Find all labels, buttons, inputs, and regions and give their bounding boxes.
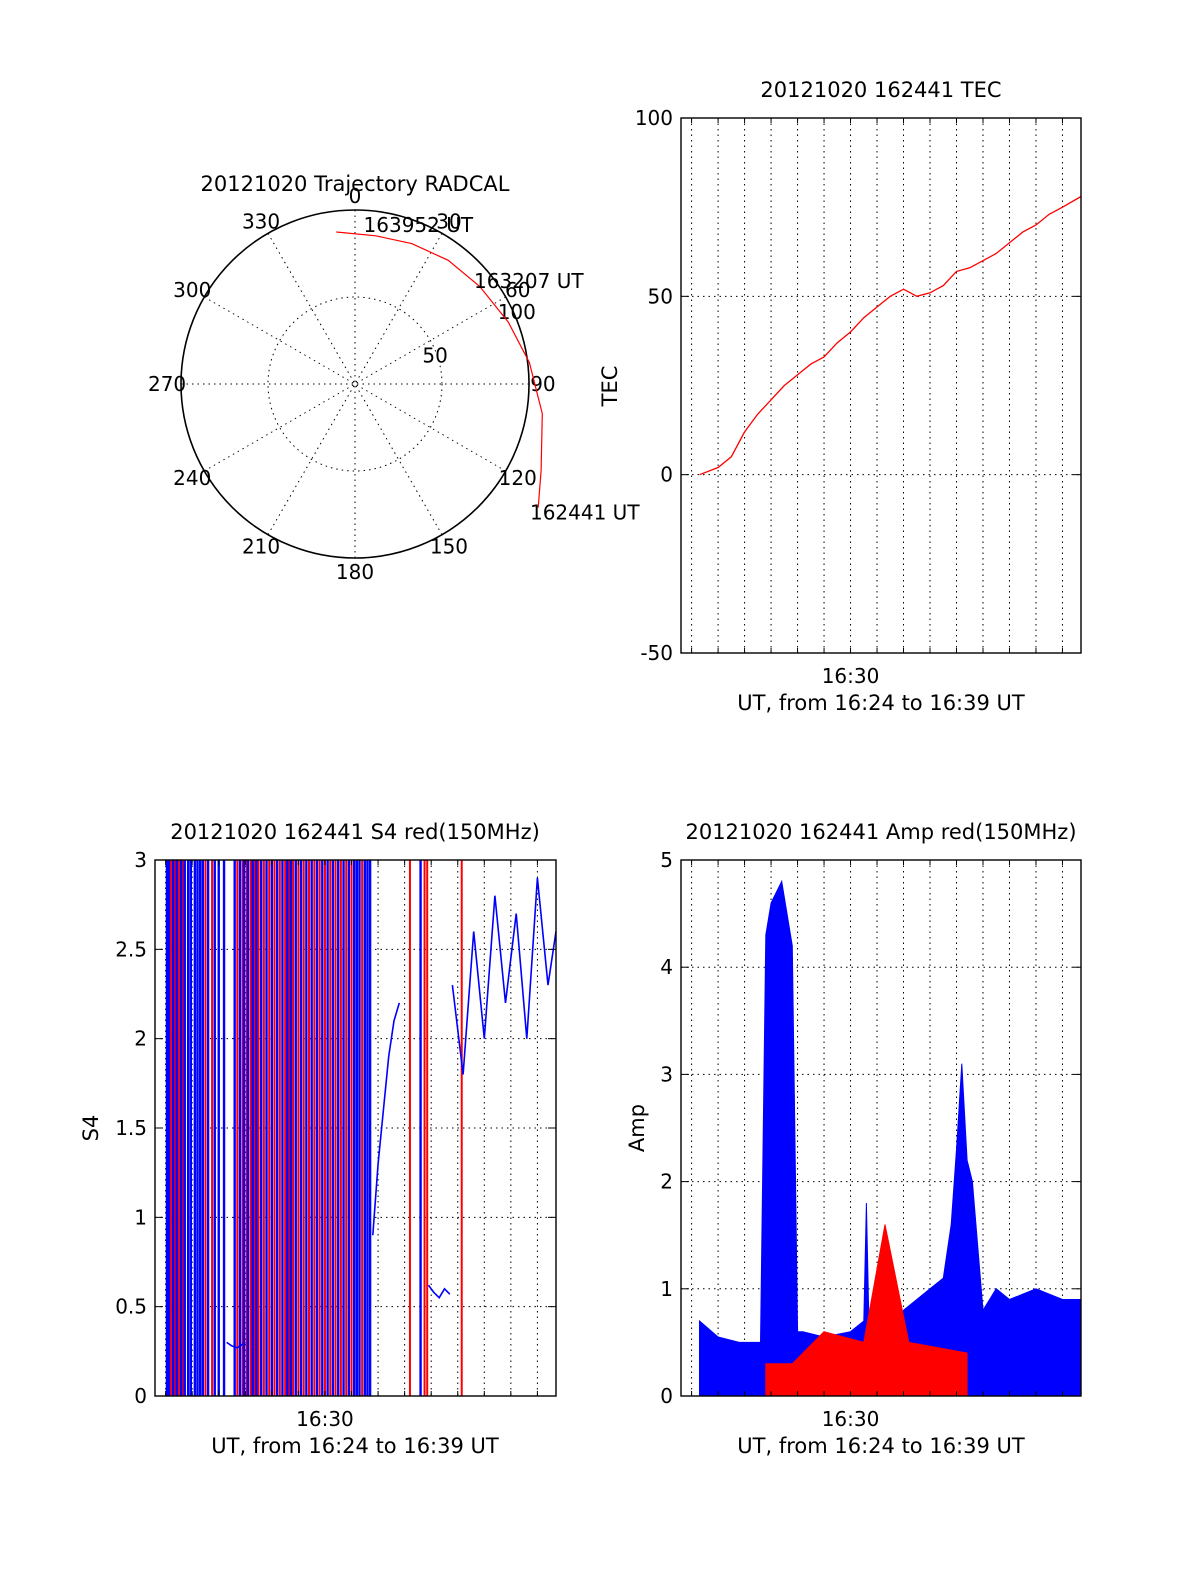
s4-panel: 20121020 162441 S4 red(150MHz) 0 0.5 1 1.5 2… [79, 820, 557, 1458]
tec-title: 20121020 162441 TEC [760, 78, 1001, 102]
polar-angle-label: 180 [336, 560, 374, 584]
amp-xlabel: UT, from 16:24 to 16:39 UT [737, 1434, 1025, 1458]
amp-ticks: 0 1 2 3 4 5 16:30 [660, 848, 1081, 1431]
tec-panel: 20121020 162441 TEC -50 0 50 100 16:30 UT, f… [598, 78, 1082, 715]
polar-angle-label: 210 [242, 535, 280, 559]
polar-angle-label: 60 [505, 278, 530, 302]
s4-series-line [372, 1002, 401, 1236]
amp-panel: 20121020 162441 Amp red(150MHz) 0 1 2 3 4 5 16… [625, 820, 1082, 1458]
s4-ytick-label: 2.5 [115, 937, 147, 961]
polar-time-label: 163952 UT [364, 213, 474, 237]
polar-angle-label: 30 [436, 209, 461, 233]
tec-ticks: -50 0 50 100 16:30 [635, 106, 1081, 688]
amp-ytick-label: 4 [660, 955, 673, 979]
polar-title: 20121020 Trajectory RADCAL [201, 172, 510, 196]
s4-series-line [427, 1284, 451, 1299]
polar-angle-label: 330 [242, 209, 280, 233]
amp-ylabel: Amp [625, 1104, 649, 1152]
polar-angle-label: 270 [148, 372, 186, 396]
tec-ytick-label: 0 [660, 463, 673, 487]
amp-ytick-label: 0 [660, 1384, 673, 1408]
s4-ytick-label: 0.5 [115, 1295, 147, 1319]
polar-angle-label: 300 [173, 278, 211, 302]
tec-ytick-label: -50 [640, 641, 673, 665]
amp-plot-frame [680, 859, 1082, 1397]
tec-ylabel: TEC [598, 366, 622, 408]
polar-grid-spoke [204, 296, 506, 472]
s4-series-line [226, 1341, 246, 1349]
polar-outer-circle [180, 209, 530, 559]
polar-angle-label: 90 [530, 372, 555, 396]
s4-xtick-label: 16:30 [296, 1407, 354, 1431]
tec-xlabel: UT, from 16:24 to 16:39 UT [737, 691, 1025, 715]
s4-ytick-label: 1 [134, 1205, 147, 1229]
polar-angle-label: 150 [430, 535, 468, 559]
tec-ytick-label: 100 [635, 106, 673, 130]
amp-xtick-label: 16:30 [822, 1407, 880, 1431]
s4-ticks: 0 0.5 1 1.5 2 2.5 3 16:30 [115, 848, 556, 1431]
s4-series-line [451, 877, 557, 1075]
polar-angle-label: 120 [499, 466, 537, 490]
s4-ytick-label: 1.5 [115, 1116, 147, 1140]
s4-ytick-label: 2 [134, 1027, 147, 1051]
polar-panel: 20121020 Trajectory RADCAL 0 30 60 90 120 150… [148, 172, 640, 584]
polar-time-label: 162441 UT [530, 500, 640, 524]
tec-grid [681, 117, 1081, 654]
polar-grid-spoke [267, 233, 443, 535]
tec-data [699, 195, 1082, 476]
amp-title: 20121020 162441 Amp red(150MHz) [685, 820, 1076, 844]
tec-series-line [699, 195, 1082, 476]
polar-radial-label: 100 [498, 300, 536, 324]
s4-xlabel: UT, from 16:24 to 16:39 UT [211, 1434, 499, 1458]
polar-grid-spoke [267, 233, 443, 535]
polar-radial-labels: 50 100 [422, 300, 536, 368]
tec-xtick-label: 16:30 [822, 664, 880, 688]
amp-ytick-label: 3 [660, 1062, 673, 1086]
polar-grid-circle [267, 296, 443, 472]
amp-ytick-label: 5 [660, 848, 673, 872]
polar-time-label: 163207 UT [474, 269, 584, 293]
polar-grid [181, 210, 529, 558]
s4-ytick-label: 0 [134, 1384, 147, 1408]
s4-ytick-label: 3 [134, 848, 147, 872]
tec-ytick-label: 50 [648, 284, 673, 308]
polar-radial-label: 50 [422, 344, 447, 368]
polar-grid-spoke [204, 296, 506, 472]
tec-plot-frame [680, 117, 1082, 654]
trajectory-line [336, 231, 543, 508]
s4-ylabel: S4 [79, 1115, 103, 1142]
s4-data [165, 860, 557, 1396]
s4-title: 20121020 162441 S4 red(150MHz) [170, 820, 540, 844]
polar-angle-label: 240 [173, 466, 211, 490]
polar-angle-label: 0 [349, 184, 362, 208]
amp-series-area [765, 1224, 968, 1397]
amp-data [699, 879, 1082, 1397]
amp-ytick-label: 2 [660, 1170, 673, 1194]
polar-time-labels: 163952 UT 163207 UT 162441 UT [364, 213, 641, 525]
amp-ytick-label: 1 [660, 1277, 673, 1301]
